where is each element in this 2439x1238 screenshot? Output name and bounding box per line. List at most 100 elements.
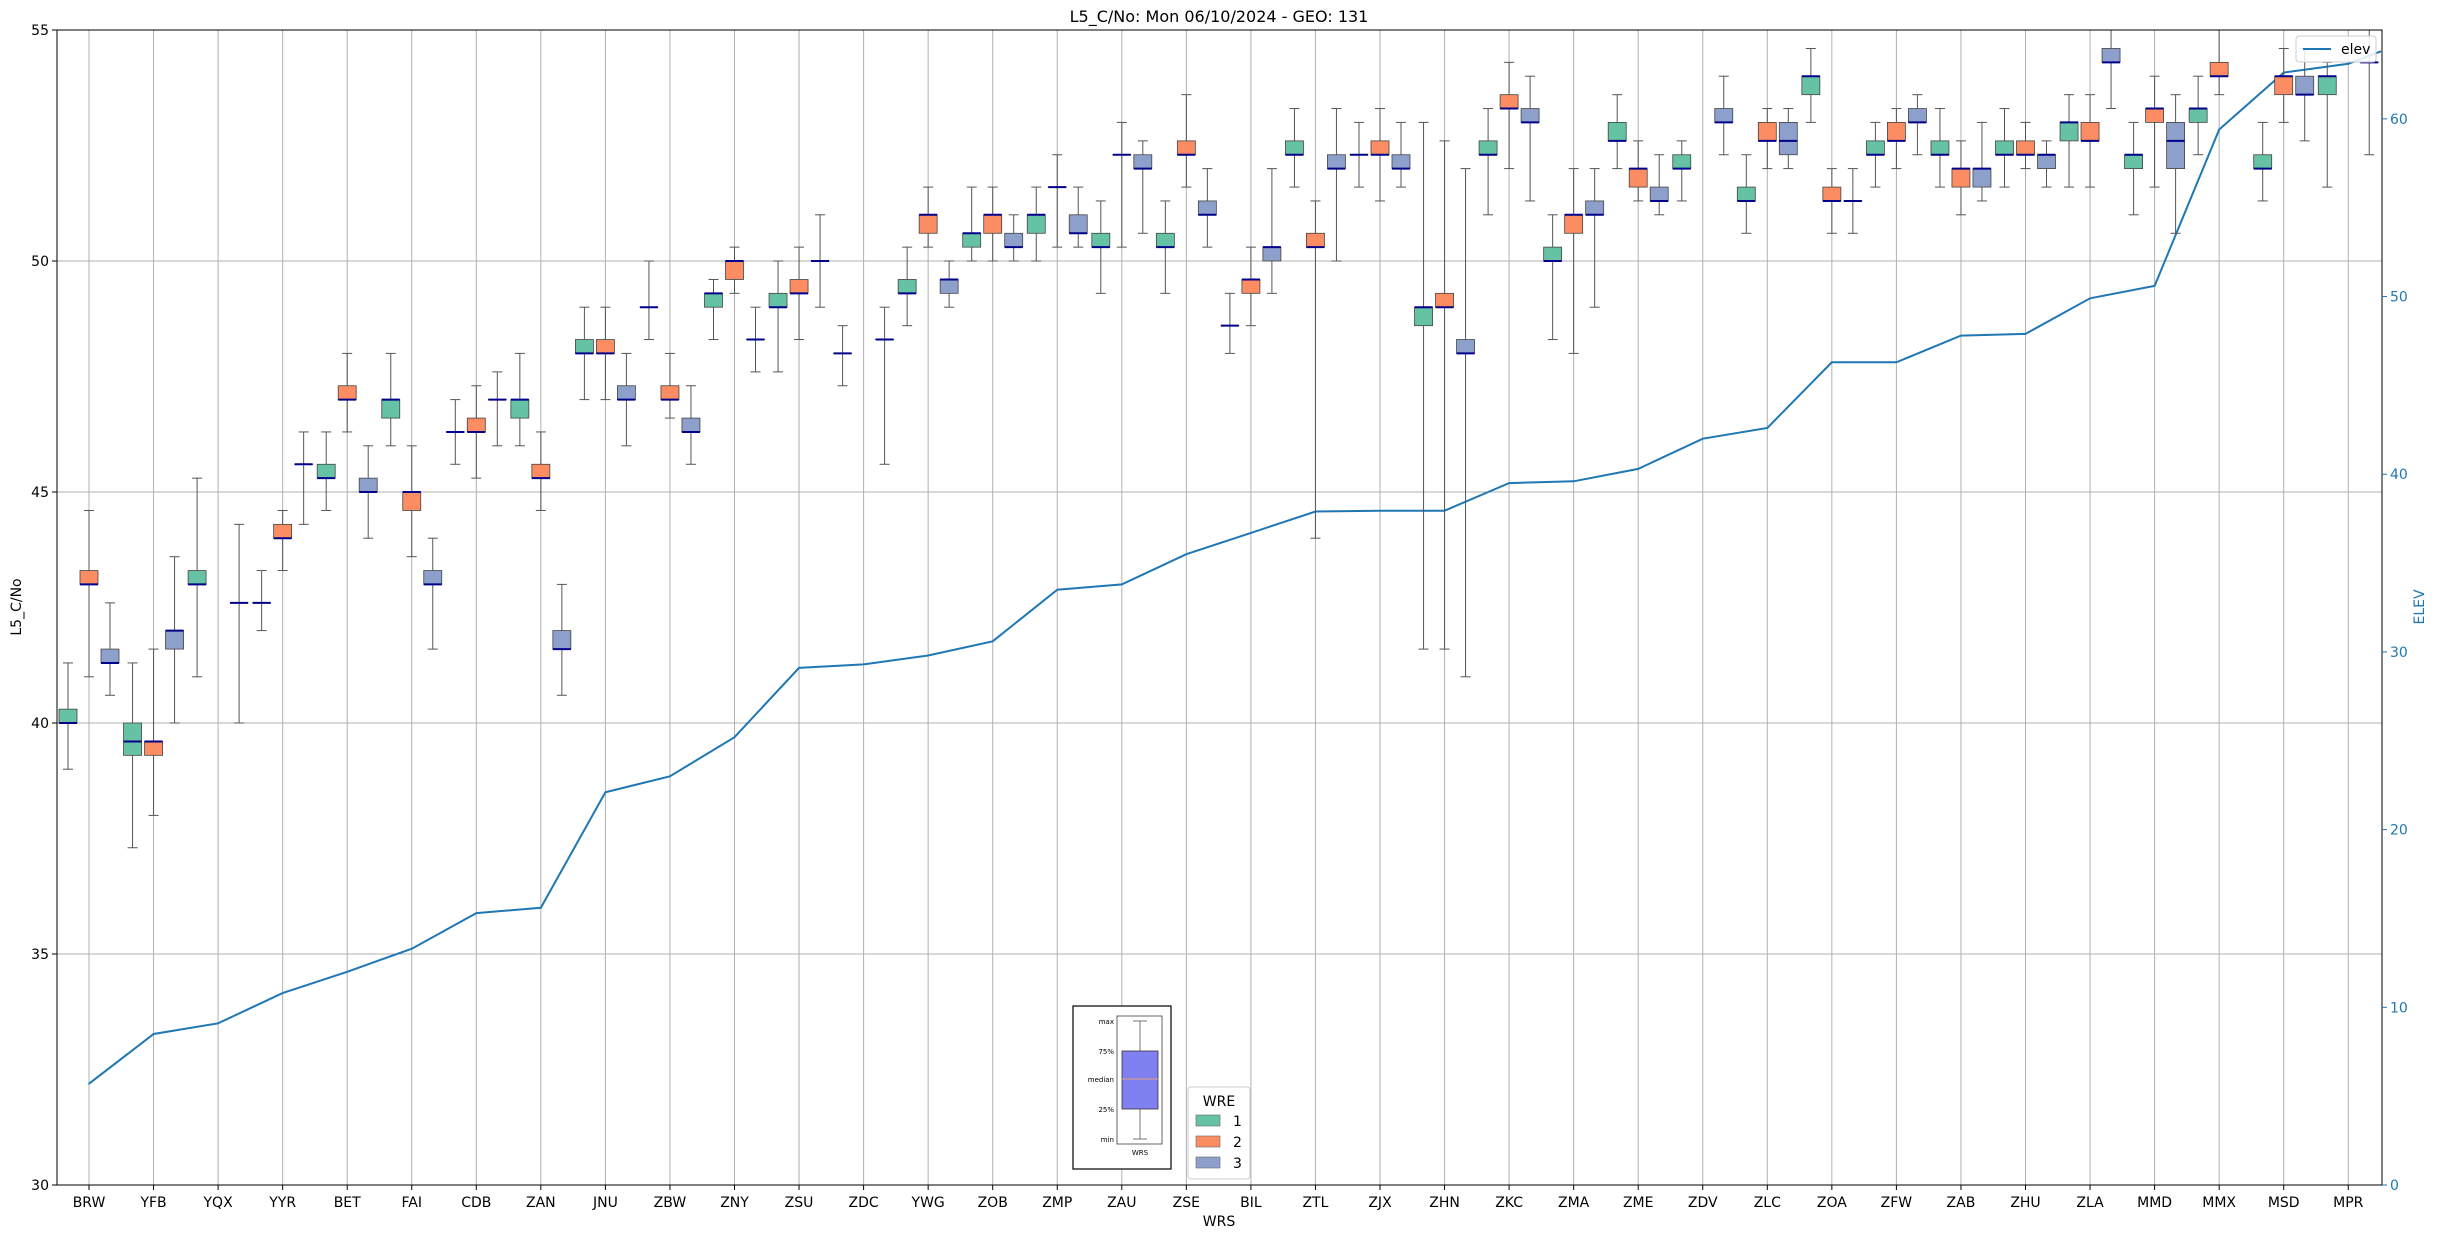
- box-ZDV-wre1: [1672, 140, 1692, 202]
- y2-tick-label: 50: [2390, 290, 2408, 306]
- box-body: [660, 385, 680, 400]
- hue-legend-swatch-1: [1195, 1114, 1221, 1127]
- elev-point: [410, 947, 413, 950]
- box-BET-wre2: [337, 352, 357, 433]
- box-BIL-wre2: [1241, 246, 1261, 327]
- elev-point: [1637, 468, 1639, 470]
- box-body: [466, 417, 486, 433]
- elev-point: [1831, 361, 1833, 364]
- box-YWG-wre3: [939, 260, 959, 308]
- box-ZDC-wre3: [875, 306, 894, 465]
- elev-point: [1701, 437, 1704, 440]
- box-body: [1520, 108, 1540, 123]
- box-body: [1972, 168, 1992, 188]
- box-body: [1908, 108, 1927, 123]
- box-body: [1607, 122, 1627, 142]
- box-body: [983, 214, 1003, 234]
- box-ZAB-wre1: [1930, 108, 1950, 188]
- box-body: [58, 708, 78, 724]
- box-BRW-wre2: [79, 509, 99, 678]
- box-body: [1930, 140, 1950, 156]
- box-body: [79, 570, 99, 585]
- box-ZLC-wre3: [1778, 108, 1798, 170]
- box-body: [1068, 214, 1088, 234]
- box-ZOB-wre3: [1004, 214, 1024, 262]
- box-body: [1585, 200, 1605, 216]
- box-body: [187, 570, 207, 585]
- box-body: [1543, 246, 1563, 262]
- box-ZTL-wre2: [1306, 200, 1325, 539]
- box-body: [2209, 61, 2229, 77]
- box-YQX-wre3: [229, 523, 249, 724]
- y-axis-label: L5_C/No: [9, 578, 25, 635]
- inset-label-min: min: [1101, 1136, 1114, 1144]
- box-body: [273, 523, 293, 539]
- y2-tick-label: 10: [2390, 1000, 2408, 1016]
- box-YFB-wre3: [165, 556, 184, 724]
- box-ZFW-wre2: [1887, 108, 1906, 170]
- elev-point: [669, 775, 671, 778]
- x-tick-label: CDB: [461, 1195, 491, 1211]
- box-body: [681, 417, 701, 433]
- elev-point: [604, 791, 607, 794]
- box-body: [1026, 214, 1046, 234]
- box-body: [1822, 186, 1842, 202]
- box-YWG-wre2: [918, 186, 938, 248]
- box-body: [423, 570, 443, 585]
- inset-label-75: 75%: [1098, 1048, 1114, 1056]
- box-body: [1714, 108, 1734, 123]
- x-tick-label: ZKC: [1495, 1195, 1523, 1211]
- box-ZHN-wre2: [1435, 140, 1454, 650]
- box-YWG-wre1: [897, 246, 917, 327]
- x-axis-label: WRS: [1203, 1214, 1236, 1230]
- x-tick-label: YQX: [203, 1195, 234, 1211]
- x-tick-label: ZDV: [1688, 1195, 1718, 1211]
- box-body: [1995, 140, 2014, 156]
- box-YFB-wre2: [144, 648, 163, 816]
- box-ZKC-wre3: [1520, 75, 1540, 202]
- box-body: [1778, 122, 1798, 156]
- hue-legend-label-2: 2: [1233, 1135, 1242, 1151]
- x-tick-label: BET: [334, 1195, 361, 1211]
- elev-legend-label: elev: [2341, 42, 2370, 58]
- box-MSD-wre1: [2253, 121, 2273, 202]
- elev-point: [1379, 509, 1381, 512]
- inset-box-legend: max 75% median 25% min WRS: [1072, 1005, 1172, 1170]
- box-ZHU-wre3: [2037, 140, 2056, 188]
- box-body: [2037, 154, 2056, 170]
- box-body: [725, 260, 744, 280]
- y-tick-label: 30: [31, 1178, 49, 1194]
- box-body: [1456, 339, 1475, 354]
- elev-point: [1185, 553, 1188, 555]
- box-body: [1866, 140, 1885, 156]
- box-BIL-wre1: [1220, 292, 1240, 354]
- box-ZSU-wre3: [810, 214, 830, 308]
- x-tick-label: MPR: [2333, 1195, 2364, 1211]
- y2-tick-label: 40: [2390, 467, 2408, 483]
- box-body: [2188, 108, 2208, 123]
- box-body: [1285, 140, 1304, 156]
- x-tick-label: ZLA: [2076, 1195, 2104, 1211]
- elev-point: [1895, 361, 1898, 364]
- box-ZAU-wre1: [1091, 200, 1111, 294]
- box-ZSE-wre3: [1197, 168, 1217, 248]
- x-tick-label: FAI: [402, 1195, 422, 1211]
- box-MSD-wre3: [2295, 47, 2315, 142]
- box-body: [1435, 292, 1454, 308]
- box-FAI-wre3: [423, 537, 443, 650]
- x-tick-label: ZSU: [785, 1195, 814, 1211]
- box-BIL-wre3: [1262, 168, 1282, 294]
- box-ZLC-wre1: [1736, 154, 1756, 234]
- elev-point: [152, 1033, 155, 1035]
- box-ZMA-wre2: [1564, 168, 1584, 354]
- x-tick-label: ZOA: [1817, 1195, 1847, 1211]
- box-body: [1951, 168, 1971, 188]
- y2-axis-label: ELEV: [2412, 589, 2428, 624]
- x-tick-label: MMD: [2137, 1195, 2172, 1211]
- box-body: [2317, 75, 2337, 96]
- box-FAI-wre2: [402, 445, 422, 558]
- x-tick-label: ZBW: [654, 1195, 687, 1211]
- elev-point: [1766, 427, 1769, 429]
- box-body: [596, 339, 615, 354]
- axes: 30 35 40 45 50 55 0 10 20 30 40 50 60 BRW YFB YQX YYR BET…: [31, 23, 2408, 1211]
